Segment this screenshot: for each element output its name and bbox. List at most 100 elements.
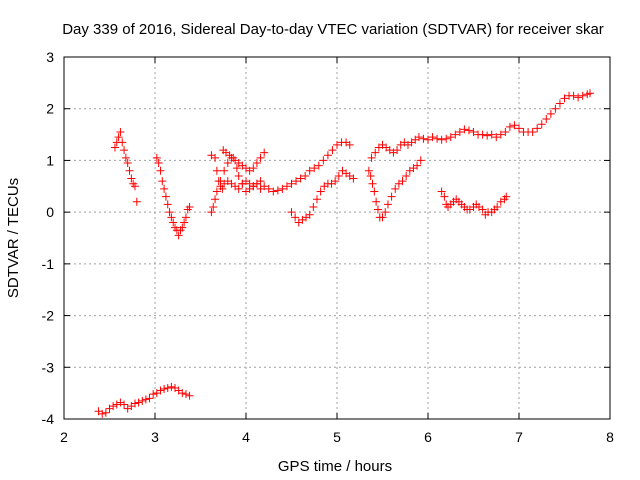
data-point bbox=[260, 148, 269, 157]
data-point bbox=[309, 202, 318, 211]
data-point bbox=[578, 91, 587, 100]
data-point bbox=[282, 182, 291, 191]
data-point bbox=[256, 153, 265, 162]
data-point bbox=[101, 408, 110, 417]
y-axis-label: SDTVAR / TECUs bbox=[5, 178, 22, 298]
data-point bbox=[185, 391, 194, 400]
data-point bbox=[234, 184, 243, 193]
data-point bbox=[493, 202, 502, 211]
data-point bbox=[316, 187, 325, 196]
data-point bbox=[160, 385, 169, 394]
data-point bbox=[141, 395, 150, 404]
data-point bbox=[116, 127, 125, 136]
data-point bbox=[478, 205, 487, 214]
data-point bbox=[440, 192, 449, 201]
data-point bbox=[156, 166, 165, 175]
axis-ticks: 2 3 4 5 6 7 8 -4 -3 -2 -1 0 1 2 3 bbox=[42, 49, 615, 445]
data-point bbox=[178, 389, 187, 398]
data-point bbox=[378, 213, 387, 222]
data-point bbox=[333, 140, 341, 149]
data-point bbox=[110, 143, 119, 152]
data-point bbox=[154, 159, 163, 168]
data-point bbox=[502, 192, 511, 201]
data-point bbox=[163, 200, 172, 209]
data-point bbox=[368, 179, 377, 188]
data-point bbox=[464, 126, 473, 135]
data-point bbox=[120, 400, 129, 409]
data-point bbox=[287, 208, 296, 217]
data-point bbox=[487, 130, 496, 139]
data-point bbox=[387, 192, 396, 201]
data-point bbox=[460, 125, 469, 134]
data-point bbox=[127, 174, 136, 183]
data-point bbox=[455, 127, 464, 136]
x-tick-label: 5 bbox=[333, 429, 341, 445]
data-point bbox=[413, 161, 422, 170]
data-point bbox=[349, 174, 358, 183]
data-point bbox=[234, 171, 243, 180]
data-point bbox=[310, 164, 319, 173]
data-point bbox=[585, 89, 594, 98]
data-point bbox=[542, 115, 551, 124]
y-tick-label: -4 bbox=[42, 411, 55, 427]
data-point bbox=[229, 153, 238, 162]
y-tick-label: 1 bbox=[46, 152, 54, 168]
data-point bbox=[551, 104, 560, 113]
data-point bbox=[169, 218, 178, 227]
data-point bbox=[160, 184, 169, 193]
data-point bbox=[537, 120, 546, 129]
data-point bbox=[109, 402, 118, 411]
y-tick-label: 0 bbox=[46, 204, 54, 220]
data-point bbox=[112, 400, 121, 409]
data-point bbox=[345, 140, 354, 149]
data-point bbox=[269, 187, 278, 196]
data-point bbox=[116, 398, 125, 407]
data-point bbox=[312, 195, 321, 204]
data-point bbox=[232, 164, 241, 173]
data-point bbox=[478, 130, 487, 139]
y-tick-label: -3 bbox=[42, 359, 55, 375]
data-point bbox=[185, 202, 194, 211]
data-point bbox=[416, 156, 425, 165]
data-point bbox=[437, 187, 446, 196]
data-point bbox=[145, 394, 154, 403]
data-point bbox=[483, 131, 492, 140]
data-point bbox=[125, 166, 134, 175]
data-point bbox=[212, 187, 221, 196]
data-point bbox=[533, 124, 542, 133]
data-point bbox=[260, 182, 269, 191]
data-point bbox=[292, 177, 301, 186]
data-point bbox=[546, 109, 555, 118]
data-point bbox=[372, 197, 381, 206]
data-point bbox=[165, 208, 174, 217]
data-point bbox=[419, 134, 428, 143]
data-point bbox=[167, 382, 176, 391]
data-point bbox=[305, 166, 314, 175]
data-point bbox=[216, 177, 225, 186]
data-point bbox=[314, 161, 323, 170]
data-point bbox=[130, 399, 139, 408]
x-tick-label: 3 bbox=[151, 429, 159, 445]
data-point bbox=[118, 138, 127, 147]
data-point bbox=[370, 187, 379, 196]
data-point bbox=[256, 177, 265, 186]
y-tick-label: 2 bbox=[46, 101, 54, 117]
data-point bbox=[161, 192, 170, 201]
data-point bbox=[287, 179, 296, 188]
data-point bbox=[331, 177, 340, 186]
data-point bbox=[560, 94, 569, 103]
data-point bbox=[211, 153, 220, 162]
data-point bbox=[424, 135, 432, 144]
data-point bbox=[98, 409, 107, 418]
data-point bbox=[211, 195, 220, 204]
data-point bbox=[393, 146, 402, 155]
data-point bbox=[366, 171, 375, 180]
data-point bbox=[528, 127, 537, 136]
data-point bbox=[249, 164, 258, 173]
data-point bbox=[371, 148, 380, 157]
data-point bbox=[264, 184, 273, 193]
data-point bbox=[391, 184, 400, 193]
data-point bbox=[367, 153, 376, 162]
